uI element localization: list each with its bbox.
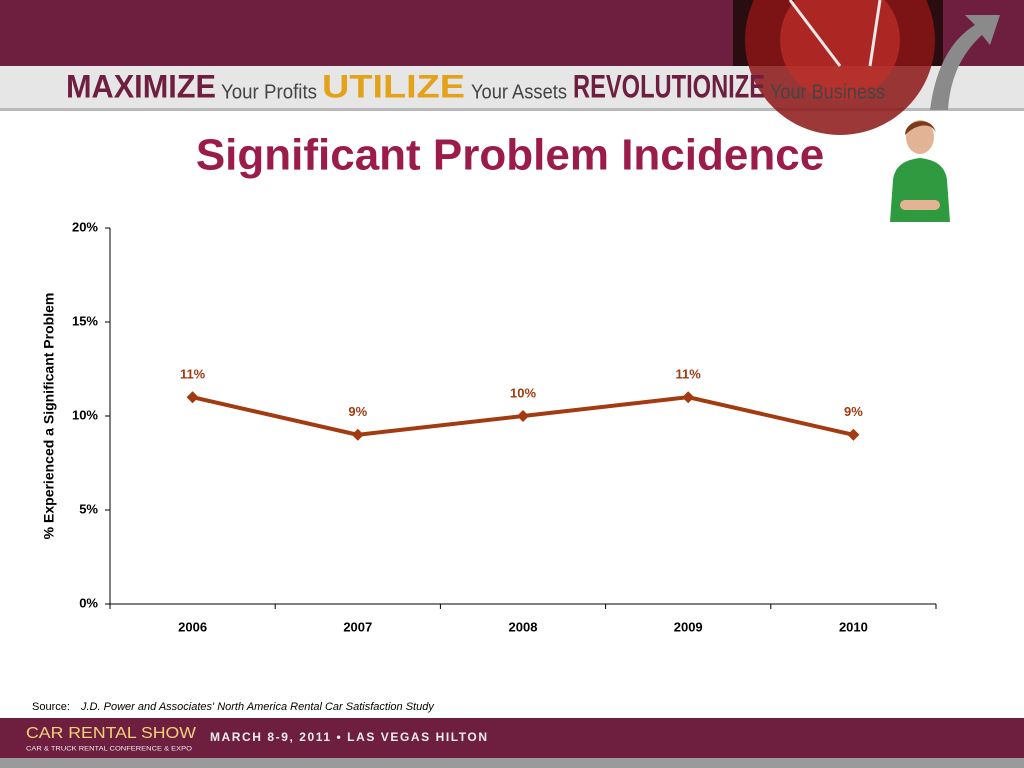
header-text: MAXIMIZE Your Profits UTILIZE Your Asset… — [66, 68, 885, 104]
footer-event: MARCH 8-9, 2011 • LAS VEGAS HILTON — [210, 730, 487, 744]
header-word: UTILIZE — [322, 68, 465, 104]
source-text: J.D. Power and Associates' North America… — [80, 701, 435, 713]
footer-brand: CAR RENTAL SHOW — [26, 725, 197, 742]
header-word: Your Assets — [471, 81, 567, 103]
header-word: MAXIMIZE — [66, 68, 216, 104]
source-label: Source: — [32, 701, 70, 713]
y-tick-label: 20% — [72, 219, 98, 234]
footer-strip — [0, 758, 1024, 768]
marker — [847, 428, 860, 441]
y-tick-label: 10% — [72, 407, 98, 422]
x-tick-label: 2010 — [839, 619, 868, 634]
marker — [186, 391, 199, 404]
header-word: REVOLUTIONIZE — [573, 68, 765, 104]
header-rule — [0, 108, 1024, 111]
marker — [682, 391, 695, 404]
data-label: 11% — [180, 367, 206, 382]
footer-band — [0, 718, 1024, 760]
header-word: Your Business — [770, 81, 885, 103]
x-tick-label: 2008 — [509, 619, 538, 634]
person — [890, 120, 950, 222]
header-word: Your Profits — [221, 81, 317, 103]
data-label: 9% — [844, 404, 863, 419]
y-tick-label: 0% — [79, 595, 98, 610]
footer-tagline: CAR & TRUCK RENTAL CONFERENCE & EXPO — [26, 747, 192, 753]
data-label: 10% — [510, 385, 536, 400]
marker — [351, 428, 364, 441]
y-axis-label: % Experienced a Significant Problem — [41, 293, 57, 540]
marker — [517, 410, 529, 422]
y-tick-label: 5% — [79, 501, 98, 516]
y-tick-label: 15% — [72, 313, 98, 328]
gauge — [733, 0, 1000, 135]
x-tick-label: 2007 — [343, 619, 372, 634]
data-label: 11% — [676, 367, 702, 382]
chart-title: Significant Problem Incidence — [196, 131, 824, 180]
x-tick-label: 2009 — [674, 619, 703, 634]
x-tick-label: 2006 — [178, 619, 207, 634]
data-label: 9% — [348, 404, 367, 419]
